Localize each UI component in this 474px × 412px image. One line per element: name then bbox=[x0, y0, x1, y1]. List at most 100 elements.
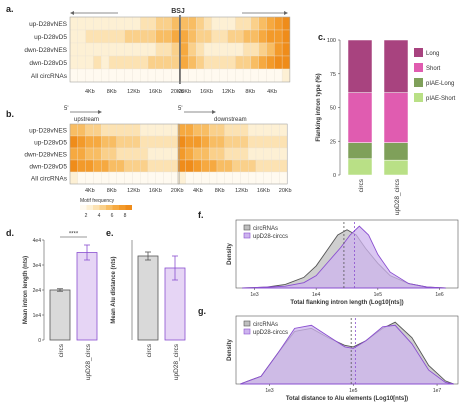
heatmap-b: up-D28vNES up-D28vD5 dwn-D28vNES dwn-D28vD5… bbox=[24, 106, 291, 219]
heatmap-a-tick: 20Kb bbox=[171, 89, 184, 95]
heatmap-b-up-cell bbox=[77, 171, 86, 185]
c-y-tick-label: 25 bbox=[330, 139, 336, 145]
heatmap-b-down-cell bbox=[193, 123, 202, 137]
colorbar-tick: 6 bbox=[111, 213, 114, 219]
heatmap-a-cell bbox=[147, 29, 156, 44]
heatmap-b-down-cell bbox=[193, 147, 202, 161]
g-legend-label: circRNAs bbox=[253, 322, 278, 328]
g-x-tick-label: 1e7 bbox=[433, 388, 442, 394]
c-legend-label: Short bbox=[426, 66, 441, 72]
heatmap-a-cell bbox=[250, 42, 259, 57]
c-bar-segment bbox=[347, 142, 373, 160]
heatmap-b-down-cell bbox=[216, 147, 225, 161]
heatmap-b-down-cell bbox=[248, 123, 257, 137]
heatmap-b-up-cell bbox=[101, 135, 110, 149]
heatmap-a-cell bbox=[116, 29, 125, 44]
e-y-axis-label: Mean Alu distance (nts) bbox=[111, 256, 117, 323]
heatmap-b-down-cell bbox=[201, 123, 210, 137]
heatmap-a-tick: 20Kb bbox=[178, 89, 191, 95]
colorbar-tick: 4 bbox=[98, 213, 101, 219]
f-x-tick-label: 1e4 bbox=[312, 292, 321, 298]
heatmap-b-up-cell bbox=[132, 135, 141, 149]
e-bar bbox=[137, 255, 159, 341]
c-legend-swatch bbox=[414, 48, 423, 57]
heatmap-a-row-label: All circRNAs bbox=[31, 73, 68, 80]
heatmap-a-cell bbox=[93, 29, 102, 44]
heatmap-a-tick: 8Kb bbox=[107, 89, 117, 95]
heatmap-a-cell bbox=[101, 29, 110, 44]
heatmap-a-cell bbox=[266, 42, 275, 57]
d-x-tick-label: circs bbox=[58, 343, 65, 357]
heatmap-a-cell bbox=[77, 68, 86, 83]
heatmap-a-cell bbox=[196, 55, 205, 70]
heatmap-b-down-cell bbox=[216, 159, 225, 173]
heatmap-a-row-labels: up-D28vNES up-D28vD5 dwn-D28vNES dwn-D28vD5… bbox=[24, 21, 67, 80]
heatmap-a-tick: 16Kb bbox=[200, 89, 213, 95]
g-density-area bbox=[240, 324, 454, 385]
heatmap-b-down-cell bbox=[209, 171, 218, 185]
heatmap-a-cell bbox=[188, 42, 197, 57]
heatmap-a-cell bbox=[250, 68, 259, 83]
heatmap-b-up-tick: 4Kb bbox=[85, 188, 95, 194]
heatmap-a-cell bbox=[188, 16, 197, 31]
heatmap-b-up-cell bbox=[124, 171, 133, 185]
heatmap-a-cell bbox=[203, 68, 213, 83]
heatmap-b-up-cell bbox=[69, 147, 78, 161]
heatmap-b-up-cell bbox=[124, 147, 133, 161]
heatmap-b-up-cell bbox=[147, 171, 156, 185]
heatmap-a-cell bbox=[132, 42, 141, 57]
heatmap-b-down-cell bbox=[263, 171, 272, 185]
heatmap-a-cell bbox=[147, 16, 156, 31]
heatmap-a-frame bbox=[69, 16, 291, 83]
heatmap-a-cell bbox=[235, 68, 244, 83]
colorbar-segment bbox=[106, 205, 113, 210]
heatmap-b-up-cell bbox=[85, 159, 94, 173]
heatmap-b-down-tick: 20Kb bbox=[279, 188, 292, 194]
heatmap-a-cell bbox=[69, 55, 78, 70]
heatmap-b-down-cell bbox=[255, 135, 264, 149]
heatmap-b-down-cell bbox=[263, 135, 272, 149]
heatmap-b-up-cell bbox=[140, 123, 149, 137]
heatmap-b-down-cell bbox=[193, 159, 202, 173]
heatmap-a-cell bbox=[93, 55, 102, 70]
heatmap-b-up-tick: 8Kb bbox=[107, 188, 117, 194]
heatmap-b-up-cell bbox=[155, 159, 164, 173]
heatmap-b-down-cell bbox=[209, 123, 218, 137]
heatmap-b-down-cell bbox=[201, 147, 210, 161]
heatmap-b-up-cell bbox=[155, 171, 164, 185]
heatmap-a-cell bbox=[180, 55, 189, 70]
heatmap-b-up-cell bbox=[69, 135, 78, 149]
heatmap-a-cell bbox=[274, 16, 283, 31]
heatmap-a-tick: 12Kb bbox=[222, 89, 235, 95]
c-bar-segment bbox=[347, 158, 373, 176]
heatmap-b-down-cell bbox=[185, 159, 194, 173]
heatmap-a-cell bbox=[140, 42, 149, 57]
heatmap-a-cell bbox=[155, 68, 164, 83]
heatmap-b-down-cell bbox=[271, 159, 280, 173]
heatmap-a-cell bbox=[101, 42, 110, 57]
heatmap-a-cell bbox=[85, 68, 94, 83]
heatmap-a-cell bbox=[155, 29, 164, 44]
heatmap-a-cell bbox=[93, 42, 102, 57]
heatmap-a-cell bbox=[203, 42, 213, 57]
heatmap-a-cell bbox=[196, 68, 205, 83]
chart-f: 1e3 1e4 1e5 1e6 Total flanking intron length… bbox=[227, 219, 459, 306]
heatmap-b-up-cell bbox=[77, 159, 86, 173]
heatmap-b-down-cell bbox=[232, 135, 241, 149]
colorbar-segment bbox=[125, 205, 132, 210]
heatmap-b-down-cell bbox=[279, 159, 288, 173]
heatmap-a-tick: 12Kb bbox=[127, 89, 140, 95]
heatmap-b-down-cell bbox=[240, 135, 249, 149]
heatmap-a-cell bbox=[258, 29, 267, 44]
heatmap-b-down-cell bbox=[271, 147, 280, 161]
heatmap-a-cell bbox=[235, 55, 244, 70]
heatmap-a-cell bbox=[219, 68, 228, 83]
heatmap-a-cell bbox=[188, 29, 197, 44]
panel-label-f: f. bbox=[198, 210, 204, 220]
d-y-tick-label: 3e4 bbox=[33, 263, 42, 269]
heatmap-a-cell bbox=[266, 16, 275, 31]
heatmap-a-cell bbox=[147, 42, 156, 57]
heatmap-a-cell bbox=[281, 29, 291, 44]
heatmap-b-up-cell bbox=[85, 135, 94, 149]
